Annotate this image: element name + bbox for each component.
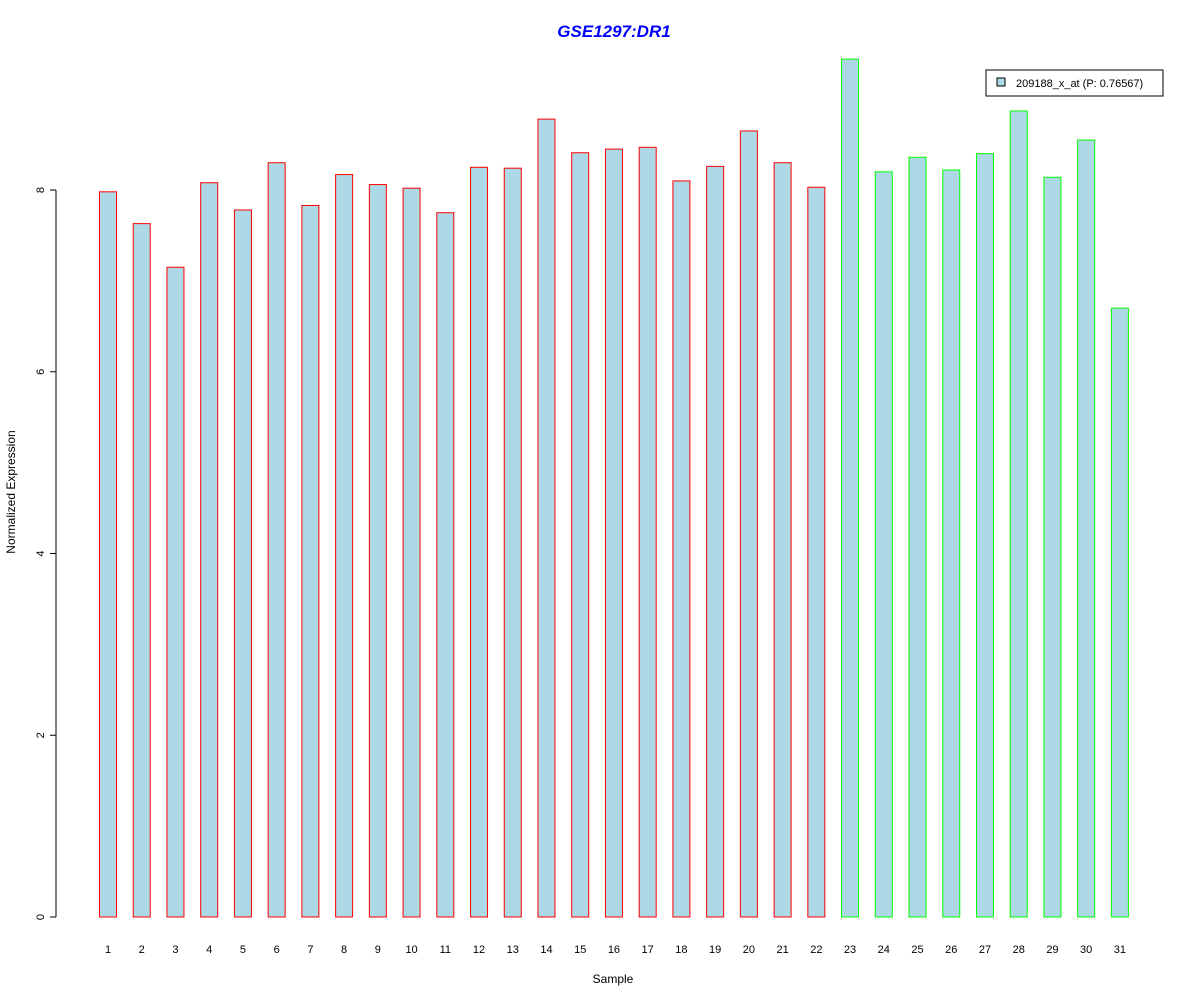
bar-sample-9 <box>368 184 387 918</box>
y-tick-label: 0 <box>35 914 47 920</box>
bar-sample-27 <box>975 153 994 918</box>
bar-sample-11 <box>436 212 455 918</box>
bar-sample-13 <box>503 167 522 918</box>
y-tick-label: 8 <box>35 187 47 193</box>
x-tick-label: 6 <box>274 944 280 956</box>
bar-sample-23 <box>841 58 860 918</box>
y-tick-label: 4 <box>35 550 47 556</box>
x-tick-label: 20 <box>743 944 755 956</box>
x-tick-label: 9 <box>375 944 381 956</box>
bar-sample-1 <box>99 191 117 918</box>
y-axis-label: Normalized Expression <box>4 430 18 553</box>
bar-sample-6 <box>267 162 286 918</box>
bar-sample-4 <box>200 182 219 918</box>
bar-sample-21 <box>773 162 792 918</box>
legend-swatch <box>996 77 1006 87</box>
x-tick-label: 23 <box>844 944 856 956</box>
bar-sample-10 <box>402 187 421 918</box>
bar-sample-12 <box>470 166 489 918</box>
legend: 209188_x_at (P: 0.76567) <box>985 69 1164 97</box>
x-tick-label: 18 <box>675 944 687 956</box>
x-tick-label: 31 <box>1114 944 1126 956</box>
x-tick-label: 28 <box>1013 944 1025 956</box>
chart-title: GSE1297:DR1 <box>557 22 670 41</box>
x-tick-label: 24 <box>878 944 890 956</box>
x-tick-label: 13 <box>507 944 519 956</box>
y-tick-label: 6 <box>35 369 47 375</box>
bar-sample-14 <box>537 118 556 918</box>
bar-sample-30 <box>1077 139 1096 918</box>
x-tick-label: 4 <box>206 944 212 956</box>
bar-sample-2 <box>132 223 151 918</box>
x-tick-label: 8 <box>341 944 347 956</box>
x-tick-label: 15 <box>574 944 586 956</box>
legend-label: 209188_x_at (P: 0.76567) <box>1016 78 1143 90</box>
x-tick-label: 2 <box>139 944 145 956</box>
x-tick-label: 3 <box>172 944 178 956</box>
bar-sample-17 <box>638 146 657 918</box>
bar-sample-26 <box>942 169 961 918</box>
bar-sample-18 <box>672 180 691 918</box>
bar-sample-24 <box>874 171 893 918</box>
x-tick-label: 12 <box>473 944 485 956</box>
bar-sample-25 <box>908 156 927 918</box>
bar-sample-29 <box>1043 176 1062 918</box>
x-tick-label: 1 <box>105 944 111 956</box>
x-tick-label: 27 <box>979 944 991 956</box>
x-tick-label: 19 <box>709 944 721 956</box>
bar-sample-8 <box>335 174 354 918</box>
bar-sample-3 <box>166 266 185 918</box>
x-tick-label: 22 <box>810 944 822 956</box>
bar-sample-5 <box>233 209 252 918</box>
bar-sample-20 <box>739 130 758 918</box>
x-tick-label: 21 <box>776 944 788 956</box>
bar-sample-15 <box>571 152 590 918</box>
x-tick-label: 14 <box>540 944 552 956</box>
y-tick-label: 2 <box>35 732 47 738</box>
bar-sample-19 <box>706 165 725 918</box>
x-tick-label: 7 <box>307 944 313 956</box>
bar-sample-28 <box>1009 110 1028 918</box>
bar-sample-16 <box>604 148 623 918</box>
x-tick-label: 26 <box>945 944 957 956</box>
bar-sample-22 <box>807 186 826 918</box>
legend-box <box>985 69 1164 97</box>
x-tick-label: 10 <box>405 944 417 956</box>
bar-sample-7 <box>301 204 320 918</box>
x-tick-label: 16 <box>608 944 620 956</box>
x-tick-label: 30 <box>1080 944 1092 956</box>
x-tick-label: 11 <box>440 944 451 956</box>
x-axis-label: Sample <box>593 972 634 986</box>
x-tick-label: 29 <box>1046 944 1058 956</box>
bar-sample-31 <box>1110 307 1129 918</box>
x-tick-label: 17 <box>642 944 654 956</box>
x-tick-label: 5 <box>240 944 246 956</box>
x-tick-label: 25 <box>911 944 923 956</box>
